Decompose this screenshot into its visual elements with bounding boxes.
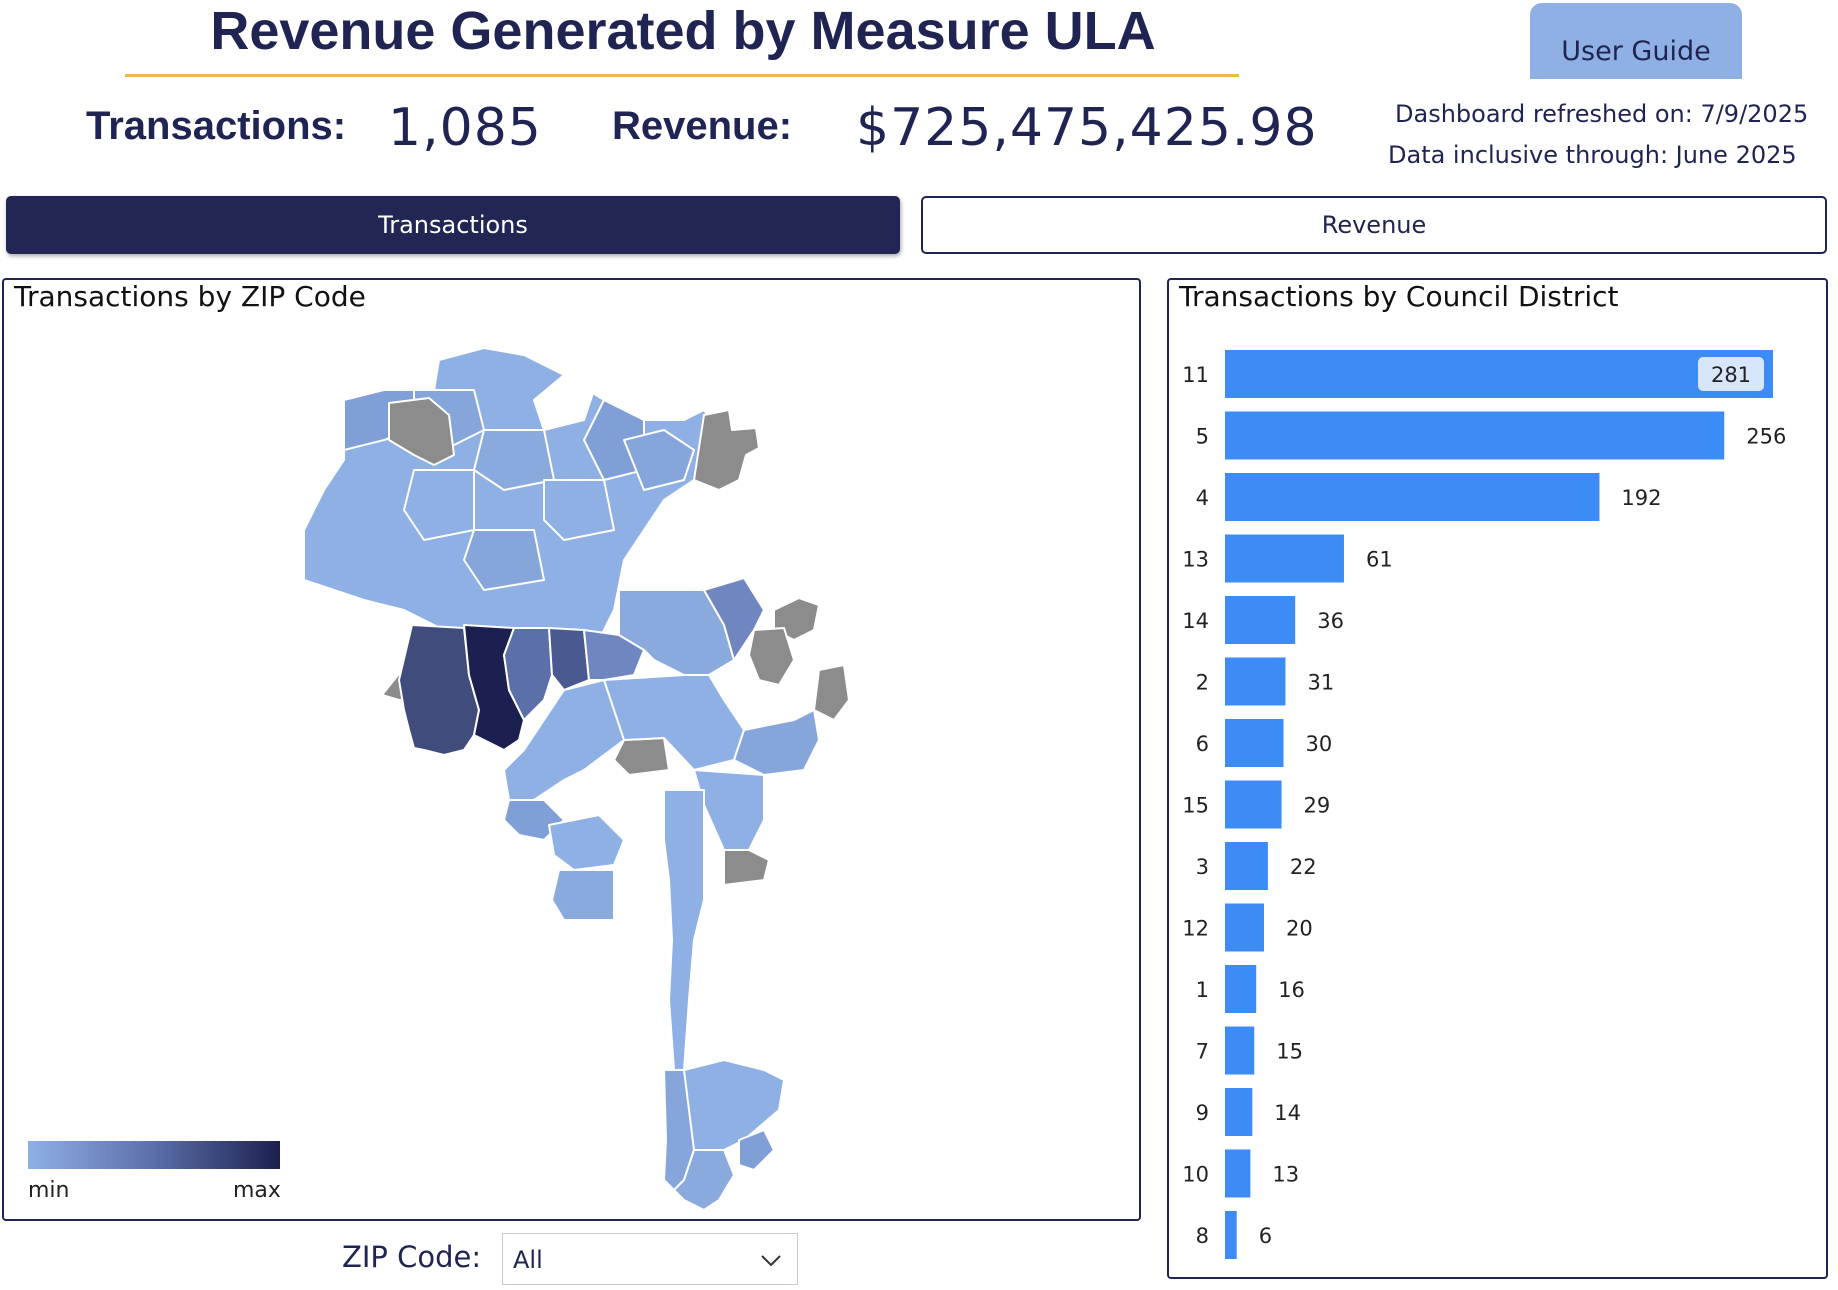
user-guide-button[interactable]: User Guide (1530, 3, 1742, 79)
bar-category-label: 5 (1196, 425, 1209, 449)
zip-area (463, 529, 545, 591)
bar-value-label: 20 (1286, 917, 1313, 941)
bar-category-label: 8 (1196, 1224, 1209, 1248)
bar-category-label: 13 (1182, 548, 1209, 572)
council-district-panel: Transactions by Council District 11 281 5 2… (1167, 278, 1828, 1279)
bar-district-3[interactable] (1225, 842, 1268, 890)
transactions-kpi-value: 1,085 (388, 98, 542, 158)
bar-district-8[interactable] (1225, 1211, 1237, 1259)
bar-category-label: 4 (1196, 486, 1209, 510)
zip-area (733, 709, 820, 776)
bar-district-1[interactable] (1225, 965, 1257, 1013)
zip-area (543, 479, 615, 541)
revenue-kpi-label: Revenue: (612, 104, 793, 148)
zip-area-no-data (723, 849, 770, 886)
bar-value-label: 36 (1317, 609, 1344, 633)
zip-area (583, 399, 645, 481)
refresh-date: Dashboard refreshed on: 7/9/2025 (1395, 100, 1809, 128)
zip-area-no-data (813, 664, 850, 721)
chevron-down-icon (761, 1255, 781, 1267)
bar-district-7[interactable] (1225, 1026, 1255, 1075)
zip-area (623, 429, 695, 491)
bar-value-label: 29 (1304, 794, 1331, 818)
data-inclusive-date: Data inclusive through: June 2025 (1388, 141, 1797, 169)
bar-district-5[interactable] (1225, 411, 1725, 460)
zip-area-no-data (748, 627, 795, 686)
bar-district-13[interactable] (1225, 534, 1344, 583)
bar-district-10[interactable] (1225, 1149, 1251, 1198)
bar-district-12[interactable] (1225, 903, 1265, 952)
bar-district-11[interactable] (1225, 350, 1773, 398)
zip-area (683, 1059, 785, 1151)
bar-category-label: 2 (1196, 671, 1209, 695)
bar-category-label: 7 (1196, 1040, 1209, 1064)
bar-value-label: 15 (1276, 1040, 1303, 1064)
bar-category-label: 15 (1182, 794, 1209, 818)
bar-value-label: 281 (1711, 363, 1751, 387)
bar-district-14[interactable] (1225, 596, 1296, 644)
zip-area (703, 577, 765, 661)
map-color-legend (28, 1141, 280, 1169)
bar-value-label: 30 (1306, 732, 1333, 756)
legend-min-label: min (28, 1178, 70, 1203)
zip-area (548, 627, 590, 691)
zip-choropleth-map[interactable] (4, 280, 1139, 1219)
legend-max-label: max (233, 1178, 281, 1203)
bar-district-6[interactable] (1225, 719, 1284, 767)
zip-area (738, 1129, 775, 1171)
zip-area (548, 814, 625, 871)
bar-chart-title: Transactions by Council District (1179, 280, 1619, 313)
zip-area-no-data (388, 397, 455, 466)
bar-category-label: 3 (1196, 855, 1209, 879)
bar-category-label: 11 (1182, 363, 1209, 387)
zip-area (473, 429, 555, 491)
tab-revenue[interactable]: Revenue (921, 196, 1827, 254)
zip-area (551, 869, 615, 921)
bar-value-label: 16 (1278, 978, 1305, 1002)
zip-area (403, 469, 475, 541)
bar-category-label: 10 (1182, 1163, 1209, 1187)
title-underline (125, 74, 1239, 77)
bar-district-9[interactable] (1225, 1088, 1253, 1136)
bar-value-label: 61 (1366, 548, 1393, 572)
tab-transactions[interactable]: Transactions (6, 196, 900, 254)
bar-value-label: 31 (1307, 671, 1334, 695)
zip-area (533, 374, 595, 431)
zip-area (673, 1149, 735, 1211)
zip-area-no-data (693, 409, 760, 491)
bar-value-label: 192 (1621, 486, 1661, 510)
page-title: Revenue Generated by Measure ULA (210, 1, 1156, 61)
bar-value-label: 22 (1290, 855, 1317, 879)
bar-category-label: 14 (1182, 609, 1209, 633)
bar-district-2[interactable] (1225, 657, 1286, 706)
zip-map-panel: Transactions by ZIP Code (2, 278, 1141, 1221)
bar-category-label: 1 (1196, 978, 1209, 1002)
zip-filter-label: ZIP Code: (342, 1240, 482, 1274)
zip-area (663, 789, 705, 1071)
bar-category-label: 9 (1196, 1101, 1209, 1125)
zip-code-dropdown[interactable]: All (502, 1233, 798, 1285)
bar-value-label: 6 (1259, 1224, 1272, 1248)
revenue-kpi-value: $725,475,425.98 (856, 98, 1318, 158)
bar-district-4[interactable] (1225, 473, 1600, 521)
transactions-kpi-label: Transactions: (86, 104, 347, 148)
bar-value-label: 13 (1272, 1163, 1299, 1187)
bar-category-label: 6 (1196, 732, 1209, 756)
zip-area-no-data (613, 737, 670, 776)
bar-category-label: 12 (1182, 917, 1209, 941)
bar-value-label: 256 (1746, 425, 1786, 449)
bar-district-15[interactable] (1225, 780, 1282, 829)
council-district-bar-chart[interactable]: 11 281 5 256 4 192 13 61 14 36 2 31 6 30 15 29 3 22 12 20 1 1… (1169, 280, 1826, 1277)
zip-code-dropdown-value: All (513, 1246, 543, 1274)
bar-value-label: 14 (1274, 1101, 1301, 1125)
map-title: Transactions by ZIP Code (14, 280, 366, 313)
bar-value-badge (1698, 357, 1764, 391)
